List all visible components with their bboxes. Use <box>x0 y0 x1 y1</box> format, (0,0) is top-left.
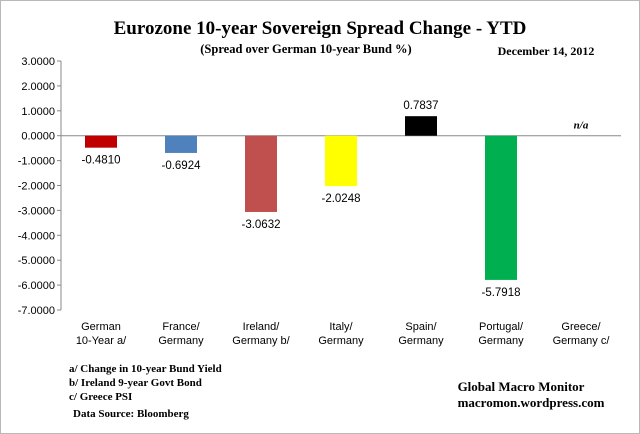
category-labels-layer: German 10-Year a/France/Germany Ireland/Ge… <box>76 321 611 347</box>
bar-6 <box>485 135 517 280</box>
data-source: Data Source: Bloomberg <box>73 408 189 420</box>
y-tick-label: 2.0000 <box>21 81 55 93</box>
category-label-1: 10-Year a/ <box>76 335 127 347</box>
data-label-5: 0.7837 <box>403 100 438 112</box>
bar-5 <box>405 116 437 136</box>
bars-layer <box>85 116 517 280</box>
bar-1 <box>85 135 117 148</box>
bar-4 <box>325 135 357 187</box>
data-label-4: -2.0248 <box>321 193 360 205</box>
chart-title: Eurozone 10-year Sovereign Spread Change… <box>114 18 527 39</box>
y-tick-label: -7.0000 <box>18 305 55 317</box>
category-label-4: Italy/ <box>329 321 353 333</box>
data-label-7: n/a <box>574 120 589 132</box>
category-label-7: Germany c/ <box>553 335 611 347</box>
category-label-6: Portugal/ <box>479 321 524 333</box>
footnote-a: a/ Change in 10-year Bund Yield <box>69 363 222 375</box>
footnote-c: c/ Greece PSI <box>69 391 132 403</box>
category-label-5: Spain/ <box>405 321 437 333</box>
data-label-3: -3.0632 <box>241 219 280 231</box>
y-tick-label: -1.0000 <box>18 156 55 168</box>
category-label-6: Germany <box>478 335 524 347</box>
footnote-b: b/ Ireland 9-year Govt Bond <box>69 377 202 389</box>
chart-subtitle: (Spread over German 10-year Bund %) <box>200 42 411 56</box>
data-label-6: -5.7918 <box>481 287 520 299</box>
data-labels-layer: -0.4810 -0.6924 -3.0632 -2.0248 0.7837 -5.791… <box>81 100 588 299</box>
y-tick-label: -3.0000 <box>18 205 55 217</box>
data-label-1: -0.4810 <box>81 155 120 167</box>
category-label-2: Germany <box>158 335 204 347</box>
y-tick-label: -4.0000 <box>18 230 55 242</box>
bar-2 <box>165 135 197 153</box>
y-tick-label: -6.0000 <box>18 280 55 292</box>
category-label-4: Germany <box>318 335 364 347</box>
bar-3 <box>245 135 277 212</box>
y-tick-label: -5.0000 <box>18 255 55 267</box>
credit-url: macromon.wordpress.com <box>458 395 605 410</box>
category-label-1: German <box>81 321 121 333</box>
category-label-3: Germany b/ <box>232 335 290 347</box>
category-label-2: France/ <box>162 321 200 333</box>
y-tick-label: -2.0000 <box>18 181 55 193</box>
category-label-3: Ireland/ <box>243 321 281 333</box>
y-tick-label: 3.0000 <box>21 56 55 68</box>
y-tick-label: 0.0000 <box>21 131 55 143</box>
credit-name: Global Macro Monitor <box>458 379 585 394</box>
chart-date: December 14, 2012 <box>498 44 595 58</box>
category-label-7: Greece/ <box>561 321 601 333</box>
category-label-5: Germany <box>398 335 444 347</box>
data-label-2: -0.6924 <box>161 160 201 172</box>
axis-layer: 3.0000 2.0000 1.0000 0.0000 -1.0000 -2.0000 -3… <box>18 56 621 317</box>
y-tick-label: 1.0000 <box>21 106 55 118</box>
